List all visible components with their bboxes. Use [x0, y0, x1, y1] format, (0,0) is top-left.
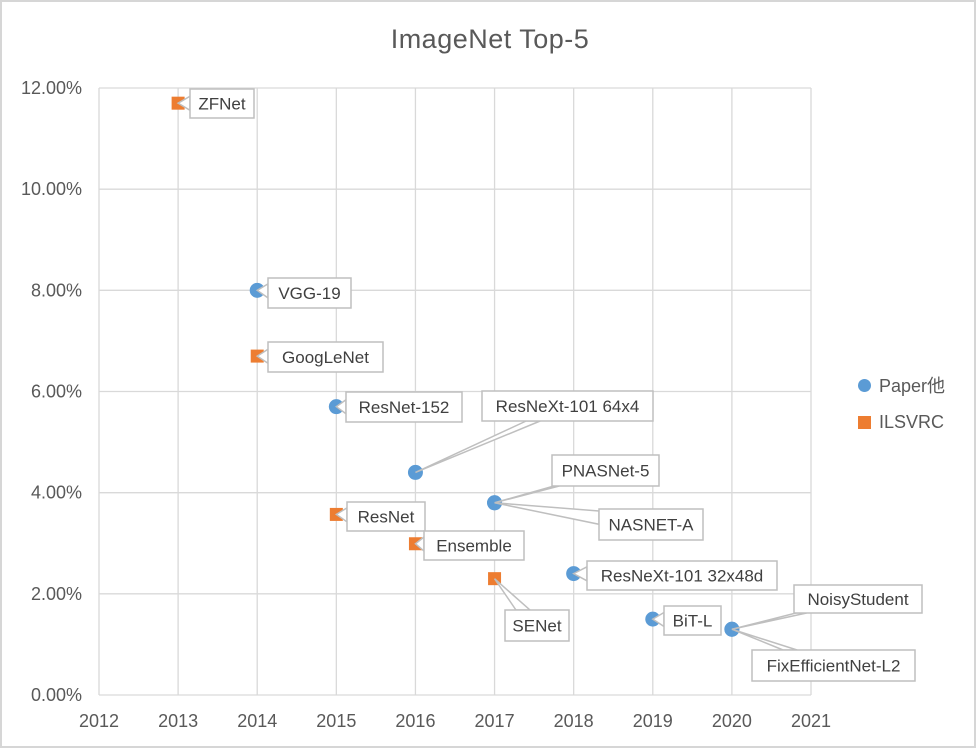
- x-tick-label-2018: 2018: [554, 711, 594, 731]
- callout-fixefficientnet-l2: FixEfficientNet-L2: [731, 628, 916, 682]
- callout-leader: [731, 628, 798, 651]
- x-tick-label-2012: 2012: [79, 711, 119, 731]
- x-tick-label-2019: 2019: [633, 711, 673, 731]
- x-tick-label-2015: 2015: [316, 711, 356, 731]
- y-tick-label-4: 4.00%: [31, 483, 82, 503]
- square-marker-icon: [858, 416, 871, 429]
- legend: Paper他 ILSVRC: [858, 372, 945, 433]
- callout-text: ResNeXt-101 32x48d: [601, 567, 764, 586]
- callout-box: [267, 277, 352, 309]
- callout-text: ZFNet: [198, 95, 246, 114]
- callout-text: ResNet: [358, 508, 415, 527]
- callout-text: ResNeXt-101 64x4: [496, 397, 640, 416]
- x-tick-label-2013: 2013: [158, 711, 198, 731]
- callout-leader: [494, 485, 560, 504]
- callout-bit-l: BiT-L: [651, 605, 722, 636]
- x-tick-label-2016: 2016: [395, 711, 435, 731]
- callout-box: [481, 390, 654, 422]
- callout-leader: [415, 420, 541, 474]
- callout-text: Ensemble: [436, 537, 512, 556]
- callout-box: [423, 530, 525, 561]
- callout-box: [267, 341, 384, 373]
- y-tick-label-12: 12.00%: [21, 78, 82, 98]
- callout-text: VGG-19: [278, 284, 340, 303]
- callout-text: ResNet-152: [359, 398, 450, 417]
- callout-text: NASNET-A: [608, 516, 694, 535]
- legend-entry-paper: Paper他: [858, 372, 945, 398]
- callout-text: PNASNet-5: [562, 462, 650, 481]
- callout-leader: [494, 502, 600, 526]
- callout-box: [663, 605, 722, 636]
- callout-resnet: ResNet: [334, 501, 426, 532]
- x-tick-label-2020: 2020: [712, 711, 752, 731]
- y-tick-label-10: 10.00%: [21, 179, 82, 199]
- callout-box: [598, 508, 704, 541]
- legend-label: ILSVRC: [879, 412, 945, 432]
- legend-entry-ilsvrc: ILSVRC: [858, 412, 945, 433]
- circle-marker-icon: [858, 378, 871, 392]
- callout-ensemble: Ensemble: [414, 530, 525, 561]
- callout-text: GoogLeNet: [282, 348, 369, 367]
- callout-box: [345, 391, 463, 423]
- callout-noisystudent: NoisyStudent: [731, 584, 923, 630]
- callout-box: [551, 454, 660, 487]
- callout-zfnet: ZFNet: [176, 88, 255, 119]
- callout-box: [504, 609, 570, 642]
- callout-resnet-152: ResNet-152: [335, 391, 463, 423]
- y-tick-label-6: 6.00%: [31, 382, 82, 402]
- callout-googlenet: GoogLeNet: [255, 341, 384, 373]
- callout-text: NoisyStudent: [807, 590, 908, 609]
- callout-text: BiT-L: [673, 612, 713, 631]
- callout-resnext-101-64x4: ResNeXt-101 64x4: [415, 390, 654, 474]
- callout-vgg-19: VGG-19: [255, 277, 352, 309]
- y-tick-label-2: 2.00%: [31, 584, 82, 604]
- y-tick-label-0: 0.00%: [31, 685, 82, 705]
- y-tick-label-8: 8.00%: [31, 280, 82, 300]
- callout-senet: SENet: [493, 578, 570, 642]
- callout-leader: [731, 612, 807, 630]
- x-tick-label-2021: 2021: [791, 711, 831, 731]
- callout-box: [793, 584, 923, 614]
- callout-box: [586, 560, 778, 591]
- callout-box: [346, 501, 426, 532]
- x-tick-label-2014: 2014: [237, 711, 277, 731]
- x-tick-label-2017: 2017: [475, 711, 515, 731]
- callout-box: [189, 88, 255, 119]
- callout-text: SENet: [512, 617, 561, 636]
- callout-text: FixEfficientNet-L2: [767, 657, 901, 676]
- chart-title: ImageNet Top-5: [390, 24, 590, 54]
- callout-nasnet-a: NASNET-A: [494, 502, 704, 541]
- callout-box: [751, 649, 916, 682]
- legend-label: Paper他: [879, 376, 946, 396]
- callout-resnext-101-32x48d: ResNeXt-101 32x48d: [572, 560, 778, 591]
- callout-pnasnet-5: PNASNet-5: [494, 454, 660, 504]
